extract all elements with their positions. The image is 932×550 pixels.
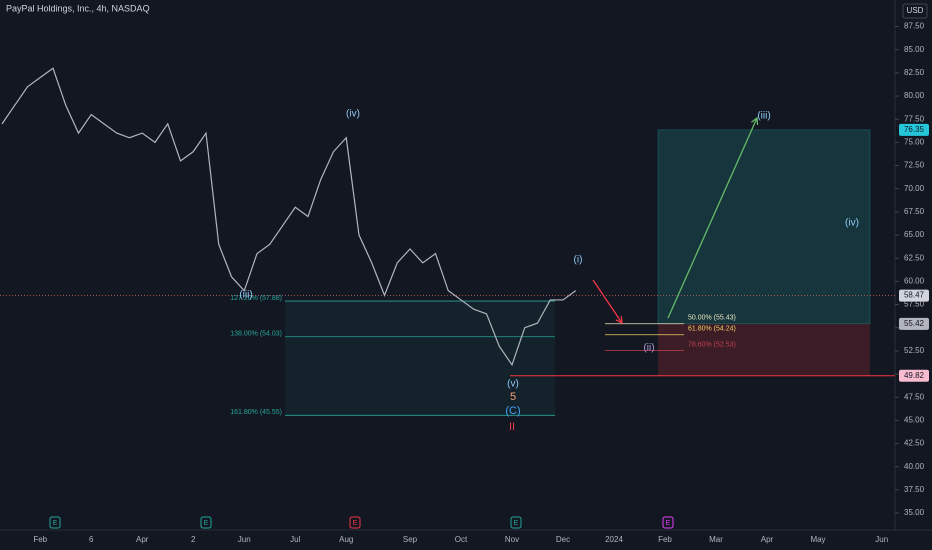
price-tag-label: 58.47	[904, 291, 925, 300]
price-tag	[899, 123, 929, 136]
x-tick-label: Dec	[556, 535, 570, 544]
x-tick-label: May	[810, 535, 825, 544]
wave-label: II	[509, 421, 515, 433]
x-tick-label: 2024	[605, 535, 623, 544]
fib-label: 138.00% (54.03)	[230, 331, 282, 338]
wave-label: (C)	[505, 405, 520, 417]
x-tick-label: Jul	[290, 535, 300, 544]
x-tick-label: Mar	[709, 535, 723, 544]
wave-label: (iii)	[757, 111, 770, 122]
fib-label: 161.80% (45.55)	[230, 409, 282, 416]
y-tick-label: 35.00	[904, 508, 925, 517]
x-tick-label: Feb	[33, 535, 47, 544]
y-tick-label: 80.00	[904, 91, 925, 100]
price-tag	[899, 369, 929, 382]
event-label: E	[666, 520, 671, 527]
event-icon	[200, 516, 212, 529]
x-tick-label: 2	[191, 535, 196, 544]
currency-box[interactable]	[902, 3, 928, 19]
x-tick-label: Aug	[339, 535, 353, 544]
wave-label: (v)	[507, 379, 519, 390]
arrow	[667, 117, 758, 319]
x-tick-label: Jun	[238, 535, 251, 544]
y-tick-label: 72.50	[904, 161, 925, 170]
price-tag-label: 55.42	[904, 319, 925, 328]
x-tick-label: Feb	[658, 535, 672, 544]
target-zone	[657, 129, 871, 325]
price-tag-label: 76.35	[904, 125, 925, 134]
price-tag	[899, 289, 929, 302]
y-tick-label: 77.50	[904, 114, 925, 123]
wave-label: (iii)	[239, 290, 252, 301]
event-icon	[662, 516, 674, 529]
y-tick-label: 67.50	[904, 207, 925, 216]
x-tick-label: Oct	[455, 535, 468, 544]
stop-zone	[658, 323, 870, 376]
y-tick-label: 40.00	[904, 462, 925, 471]
y-tick-label: 85.00	[904, 45, 925, 54]
event-icon	[349, 516, 361, 529]
price-line	[1, 67, 577, 367]
event-label: E	[53, 520, 58, 527]
event-icon	[510, 516, 522, 529]
y-tick-label: 47.50	[904, 392, 925, 401]
y-tick-label: 42.50	[904, 439, 925, 448]
event-label: E	[353, 520, 358, 527]
wave-label: (ii)	[643, 343, 654, 354]
y-tick-label: 82.50	[904, 68, 925, 77]
currency[interactable]: USD	[907, 6, 924, 15]
wave-label: (iv)	[845, 218, 859, 229]
x-tick-label: Sep	[403, 535, 418, 544]
fib-zone	[285, 301, 555, 416]
fib-label: 50.00% (55.43)	[688, 315, 736, 322]
event-label: E	[514, 520, 519, 527]
fib-label: 127.20% (57.88)	[230, 295, 282, 302]
y-tick-label: 57.50	[904, 300, 925, 309]
wave-label: (i)	[574, 255, 583, 266]
event-icon	[49, 516, 61, 529]
event-label: E	[204, 520, 209, 527]
y-tick-label: 87.50	[904, 22, 925, 31]
x-tick-label: Apr	[136, 535, 149, 544]
y-tick-label: 75.00	[904, 137, 925, 146]
price-tag-label: 49.82	[904, 371, 925, 380]
y-tick-label: 62.50	[904, 253, 925, 262]
chart-title: PayPal Holdings, Inc., 4h, NASDAQ	[6, 3, 150, 13]
y-tick-label: 70.00	[904, 184, 925, 193]
y-tick-label: 52.50	[904, 346, 925, 355]
arrow	[592, 279, 623, 324]
arrow-head	[751, 116, 759, 126]
fib-label: 78.60% (52.53)	[688, 341, 736, 348]
y-tick-label: 60.00	[904, 277, 925, 286]
wave-label: 5	[510, 391, 516, 403]
x-tick-label: Nov	[505, 535, 519, 544]
y-tick-label: 37.50	[904, 485, 925, 494]
price-tag	[899, 317, 929, 330]
wave-label: (iv)	[346, 109, 360, 120]
x-tick-label: Apr	[761, 535, 774, 544]
x-tick-label: 6	[89, 535, 94, 544]
x-tick-label: Jun	[875, 535, 888, 544]
y-tick-label: 65.00	[904, 230, 925, 239]
y-tick-label: 45.00	[904, 416, 925, 425]
arrow-head	[615, 315, 623, 325]
fib-label: 61.80% (54.24)	[688, 326, 736, 333]
